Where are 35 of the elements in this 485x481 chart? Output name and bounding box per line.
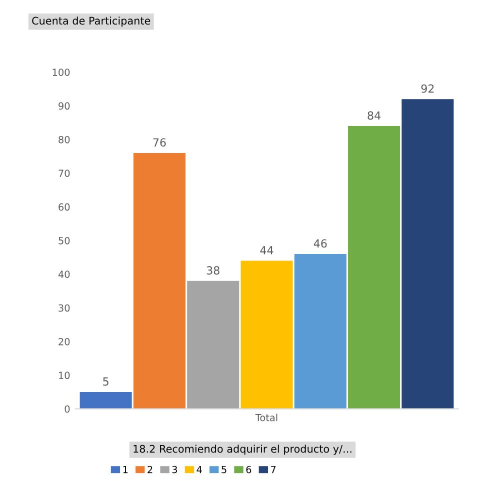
y-tick-label: 40 [58,270,70,278]
y-tick-label: 30 [58,304,70,312]
data-label: 92 [421,84,434,93]
legend-label: 6 [246,466,252,474]
y-tick-label: 100 [52,68,70,76]
legend-label: 2 [148,466,152,474]
y-tick-label: 50 [58,236,70,244]
legend-label: 1 [123,466,128,474]
legend-title: 18.2 Recomiendo adquirir el producto y/... [134,444,352,455]
bar [240,260,293,409]
bar [348,126,400,409]
data-label: 44 [260,246,274,254]
y-tick-label: 0 [64,405,70,413]
y-tick-label: 10 [59,372,70,380]
data-label: 84 [368,111,380,120]
data-label: 5 [103,377,108,386]
legend-label: 5 [222,466,226,474]
chart-title: Cuenta de Participante [32,16,150,27]
bar [402,99,454,409]
legend-label: 3 [172,466,178,474]
bar [80,392,132,409]
bar [294,254,346,409]
legend-label: 4 [196,466,202,474]
bar [187,280,240,409]
y-tick-label: 80 [58,136,70,144]
bar [133,152,186,409]
data-label: 76 [153,138,166,147]
y-tick-label: 70 [58,170,70,177]
y-tick-label: 20 [58,338,70,346]
data-label: 46 [314,239,327,248]
data-label: 38 [206,266,220,275]
y-tick-label: 60 [58,203,70,211]
x-tick-label: Total [255,414,278,422]
legend-label: 7 [271,466,276,474]
y-tick-label: 90 [58,102,70,110]
